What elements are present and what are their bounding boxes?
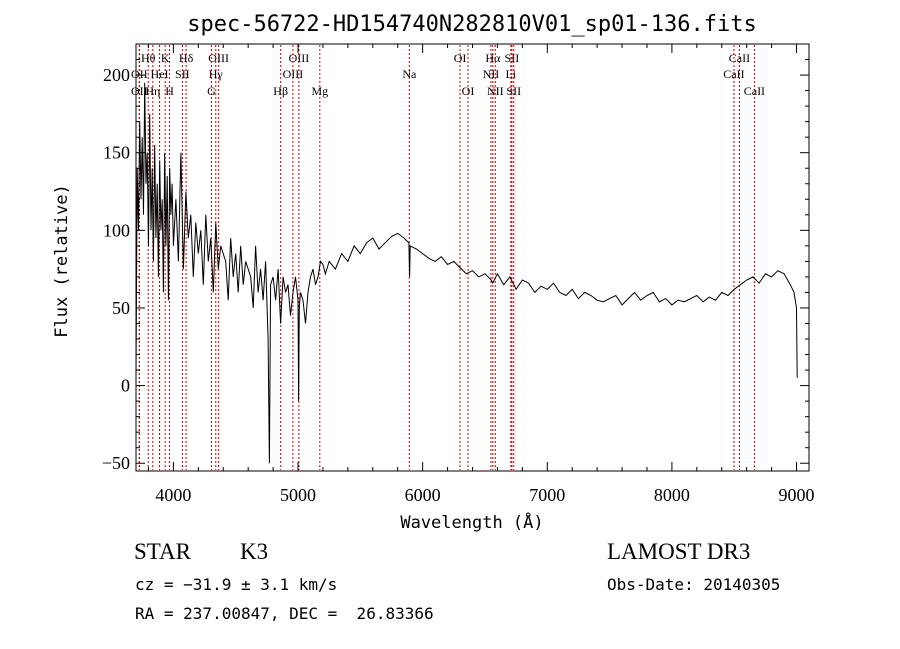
line-marker-label: OI — [454, 51, 467, 65]
line-marker-label: Hη — [145, 84, 160, 98]
x-tick-label: 4000 — [155, 485, 191, 505]
y-tick-label: −50 — [102, 453, 130, 473]
line-marker-label: CaII — [744, 84, 765, 98]
x-axis-label: Wavelength (Å) — [400, 511, 543, 533]
spectrum-series — [135, 82, 798, 464]
x-tick-label: 5000 — [280, 485, 316, 505]
line-marker-label: CaII — [729, 51, 750, 65]
line-marker-label: HeI — [151, 67, 169, 81]
line-marker-label: Hδ — [179, 51, 194, 65]
plot-frame — [135, 43, 810, 472]
line-marker-label: OIII — [289, 51, 310, 65]
y-axis-label: Flux (relative) — [52, 184, 72, 338]
line-marker-label: CaII — [723, 67, 744, 81]
line-marker-label: NII — [483, 67, 500, 81]
line-marker-label: Na — [402, 67, 417, 81]
y-tick-label: 0 — [121, 376, 130, 396]
line-marker-label: Hγ — [209, 67, 224, 81]
line-marker-label: H — [165, 84, 174, 98]
y-tick-label: 200 — [103, 65, 130, 85]
x-tick-label: 9000 — [779, 485, 815, 505]
line-marker-label: SII — [506, 84, 521, 98]
object-class: STAR — [134, 539, 191, 564]
line-marker-label: SII — [175, 67, 190, 81]
redshift-value: cz = −31.9 ± 3.1 km/s — [135, 575, 338, 594]
survey-name: LAMOST DR3 — [607, 539, 751, 564]
line-marker-label: Mg — [311, 84, 328, 98]
line-marker-label: Hθ — [141, 51, 156, 65]
y-tick-label: 100 — [103, 220, 130, 240]
line-marker-label: OI — [462, 84, 475, 98]
x-tick-label: 6000 — [405, 485, 441, 505]
x-tick-label: 7000 — [529, 485, 565, 505]
line-marker-label: Hα — [485, 51, 501, 65]
line-marker-label: OIII — [283, 67, 304, 81]
line-marker-label: Li — [506, 67, 517, 81]
axis-ticks: 4000 5000 6000 7000 8000 9000 −50 0 50 100 150 200 — [102, 43, 815, 505]
y-tick-label: 50 — [112, 298, 130, 318]
line-marker-label: K — [161, 51, 170, 65]
coordinates: RA = 237.00847, DEC = 26.83366 — [135, 604, 434, 623]
object-subclass: K3 — [240, 539, 269, 564]
spectrum-line — [135, 82, 798, 464]
line-marker-label: NII — [487, 84, 504, 98]
x-tick-label: 8000 — [654, 485, 690, 505]
line-marker-label: SII — [505, 51, 520, 65]
line-marker-label: OIII — [208, 51, 229, 65]
observation-date: Obs-Date: 20140305 — [607, 575, 781, 594]
line-marker-label: G — [207, 84, 216, 98]
chart-title: spec-56722-HD154740N282810V01_sp01-136.f… — [187, 12, 757, 37]
y-tick-label: 150 — [103, 143, 130, 163]
line-marker-label: Hβ — [273, 84, 288, 98]
